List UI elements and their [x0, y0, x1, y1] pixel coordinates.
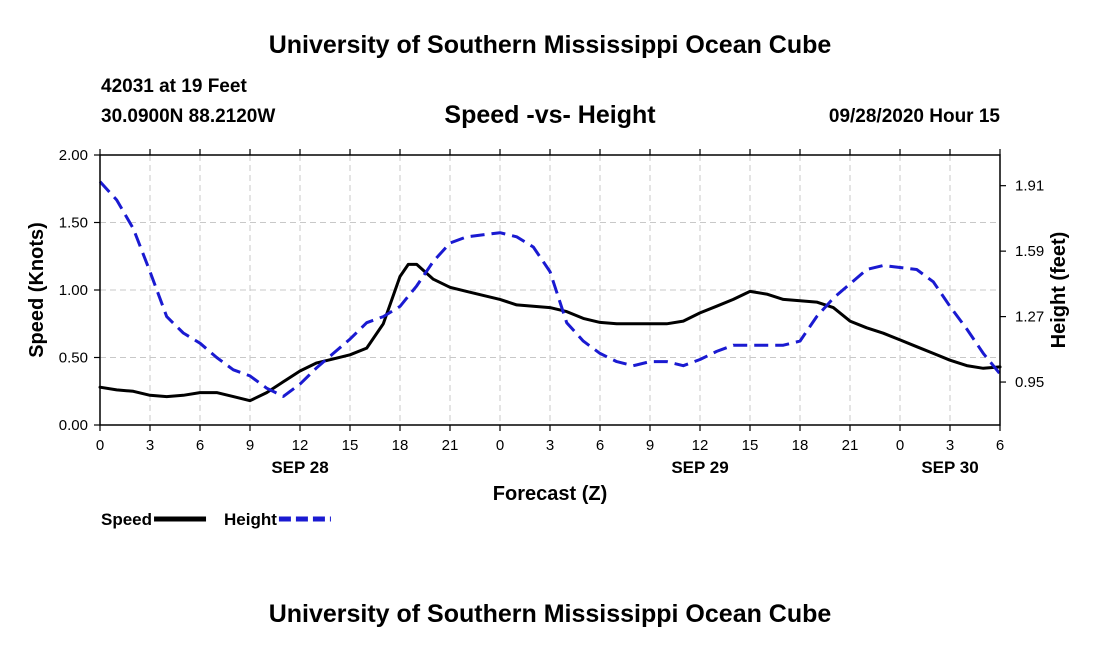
y-axis-label: Speed (Knots) [26, 222, 48, 358]
x-tick-label: 6 [196, 437, 204, 454]
legend: Speed Height [101, 510, 331, 529]
x-tick-label: 0 [496, 437, 504, 454]
grid-lines [100, 155, 1000, 425]
date-label: SEP 29 [671, 458, 728, 477]
chart-title: Speed -vs- Height [444, 101, 656, 129]
y2-tick-label: 1.27 [1015, 309, 1044, 326]
x-tick-label: 18 [792, 437, 809, 454]
x-tick-label: 15 [342, 437, 359, 454]
x-tick-label: 18 [392, 437, 409, 454]
x-tick-label: 12 [292, 437, 309, 454]
legend-label: Height [224, 510, 277, 529]
footer-title: University of Southern Mississippi Ocean… [268, 600, 832, 628]
x-tick-label: 9 [246, 437, 254, 454]
date-label: SEP 30 [921, 458, 978, 477]
x-tick-label: 21 [842, 437, 859, 454]
y-tick-label: 1.50 [59, 215, 88, 232]
station-label: 42031 at 19 Feet [101, 76, 247, 97]
series-lines [98, 180, 1002, 403]
x-tick-label: 3 [946, 437, 954, 454]
timestamp-label: 09/28/2020 Hour 15 [828, 106, 1000, 127]
x-tick-label: 15 [742, 437, 759, 454]
y-tick-label: 2.00 [59, 147, 88, 164]
page-title: University of Southern Mississippi Ocean… [268, 31, 832, 59]
x-tick-label: 0 [896, 437, 904, 454]
x-tick-label: 21 [442, 437, 459, 454]
y2-axis-label: Height (feet) [1048, 232, 1070, 349]
y-tick-label: 0.00 [59, 417, 88, 434]
y-tick-label: 1.00 [59, 282, 88, 299]
x-tick-label: 9 [646, 437, 654, 454]
x-tick-label: 3 [146, 437, 154, 454]
date-label: SEP 28 [271, 458, 328, 477]
speed-line [98, 262, 1002, 403]
x-tick-label: 0 [96, 437, 104, 454]
y2-tick-label: 1.59 [1015, 243, 1044, 260]
coordinates-label: 30.0900N 88.2120W [101, 106, 276, 127]
y2-tick-label: 0.95 [1015, 374, 1044, 391]
y2-tick-label: 1.91 [1015, 178, 1044, 195]
y-tick-label: 0.50 [59, 350, 88, 367]
x-tick-label: 6 [596, 437, 604, 454]
x-tick-label: 6 [996, 437, 1004, 454]
x-tick-label: 12 [692, 437, 709, 454]
x-axis-label: Forecast (Z) [493, 483, 607, 505]
x-tick-label: 3 [546, 437, 554, 454]
axes: 0 3 6 9 12 15 18 21 0 3 6 9 12 15 18 21 0 3 6 0.00 0.50 1.00 1… [59, 147, 1044, 477]
legend-label: Speed [101, 510, 152, 529]
height-line [98, 180, 1002, 398]
